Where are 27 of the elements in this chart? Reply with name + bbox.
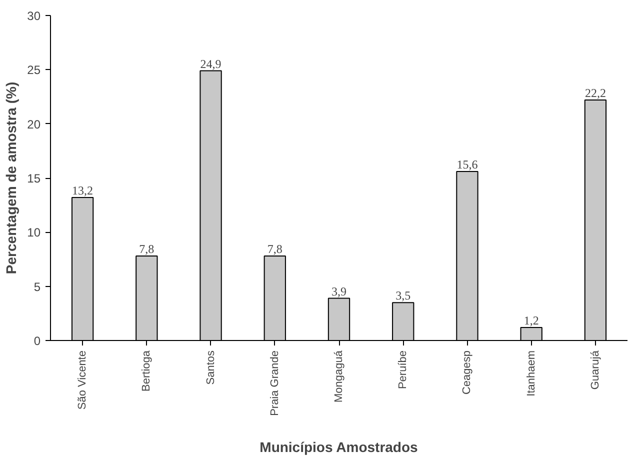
x-tick-label: Guarujá <box>589 350 602 390</box>
data-label: 7,8 <box>267 242 282 256</box>
data-label: 3,5 <box>396 288 411 303</box>
y-tick-label: 0 <box>34 334 41 348</box>
x-tick-label: Praia Grande <box>268 350 281 416</box>
data-label: 7,8 <box>139 242 154 256</box>
x-tick-label: São Vicente <box>76 350 89 410</box>
data-label: 1,2 <box>524 314 539 328</box>
data-label: 13,2 <box>72 184 94 198</box>
y-tick-label: 10 <box>27 226 41 240</box>
y-tick-label: 15 <box>27 172 41 186</box>
x-tick-label: Bertioga <box>140 350 153 392</box>
x-tick-label: Ceagesp <box>461 350 474 395</box>
y-tick-label: 25 <box>27 63 41 78</box>
data-label: 15,6 <box>456 158 478 172</box>
x-axis-title: Municípios Amostrados <box>260 438 418 455</box>
y-tick-label: 5 <box>34 280 41 294</box>
data-label: 24,9 <box>200 56 222 71</box>
y-tick-label: 20 <box>27 117 41 132</box>
data-label: 3,9 <box>332 284 346 298</box>
data-label: 22,2 <box>584 86 606 100</box>
x-tick-label: Mongaguá <box>333 350 345 402</box>
x-tick-label: Itanhaem <box>525 350 538 396</box>
y-axis-title: Percentagem de amostra (%) <box>3 82 20 274</box>
x-tick-label: Peruíbe <box>397 350 410 390</box>
y-tick-label: 30 <box>27 9 41 23</box>
x-tick-label: Santos <box>204 350 217 385</box>
